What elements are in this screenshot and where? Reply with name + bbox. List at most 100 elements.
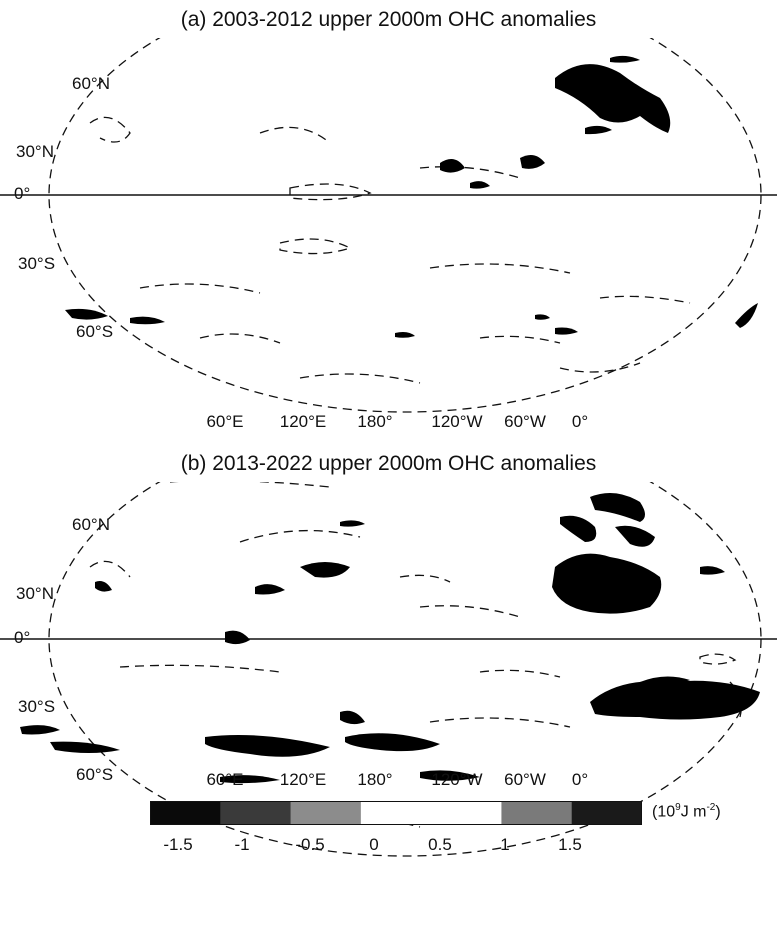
colorbar-segment bbox=[571, 801, 642, 825]
unit-mid: J m bbox=[680, 803, 707, 821]
colorbar-tick: 0 bbox=[369, 835, 379, 854]
coast-contour bbox=[199, 333, 281, 344]
anomaly-patch bbox=[345, 733, 440, 752]
coast-contour bbox=[259, 126, 331, 144]
coast-contour bbox=[279, 238, 352, 255]
coast-contour bbox=[599, 295, 691, 304]
colorbar bbox=[150, 801, 642, 825]
anomaly-patch bbox=[640, 676, 690, 688]
lat-label-30s: 30°S bbox=[18, 697, 56, 716]
lon-label: 60°W bbox=[504, 412, 546, 431]
anomaly-patch bbox=[65, 308, 108, 320]
lon-label: 60°E bbox=[206, 412, 244, 431]
panel-b-lon-labels: 60°E 120°E 180° 120°W 60°W 0° bbox=[0, 770, 777, 792]
lat-label-60s: 60°S bbox=[76, 322, 114, 341]
lon-label: 60°W bbox=[504, 770, 546, 789]
lat-label-60s: 60°S bbox=[76, 765, 114, 784]
anomaly-patch bbox=[300, 562, 350, 578]
anomaly-patch bbox=[735, 303, 758, 328]
coast-contour bbox=[399, 574, 451, 583]
coast-contour bbox=[429, 263, 571, 274]
colorbar-segment bbox=[220, 801, 292, 825]
unit-base: (10 bbox=[652, 803, 676, 821]
anomaly-patch bbox=[615, 525, 655, 547]
anomaly-patch bbox=[205, 734, 330, 757]
anomaly-patch bbox=[225, 630, 250, 645]
anomaly-patch bbox=[560, 515, 597, 542]
colorbar-unit: (109J m-2) bbox=[652, 802, 721, 821]
lon-label: 120°E bbox=[279, 412, 327, 431]
lat-label-30n: 30°N bbox=[16, 584, 54, 603]
anomaly-patch bbox=[535, 314, 550, 320]
unit-exponent-2: -2 bbox=[706, 802, 716, 813]
anomaly-patch bbox=[220, 775, 280, 784]
lat-label-60n: 60°N bbox=[72, 74, 110, 93]
panel-b-map bbox=[0, 482, 777, 857]
anomaly-patch bbox=[440, 159, 465, 173]
anomaly-patch bbox=[555, 327, 578, 335]
lon-label: 0° bbox=[571, 412, 589, 431]
coast-contour bbox=[289, 183, 372, 201]
lon-label: 120°W bbox=[431, 412, 483, 431]
panel-a-map bbox=[0, 38, 777, 413]
coast-contour bbox=[429, 717, 571, 728]
unit-end: ) bbox=[715, 803, 721, 821]
anomaly-patch bbox=[520, 154, 545, 169]
anomaly-patch bbox=[340, 710, 365, 725]
anomaly-patch bbox=[130, 316, 165, 325]
coast-contour bbox=[299, 373, 421, 384]
lat-label-eq: 0° bbox=[14, 184, 31, 203]
anomaly-patch bbox=[700, 566, 725, 575]
coast-contour bbox=[559, 362, 641, 373]
coast-contour bbox=[419, 605, 521, 618]
anomaly-patch bbox=[420, 770, 480, 781]
anomaly-patch bbox=[395, 332, 415, 338]
colorbar-tick: 0.5 bbox=[428, 835, 452, 854]
coast-contour bbox=[479, 669, 561, 678]
anomaly-patch bbox=[340, 520, 365, 527]
coast-contour bbox=[89, 560, 131, 578]
colorbar-segment bbox=[290, 801, 362, 825]
lat-label-30s: 30°S bbox=[18, 254, 56, 273]
panel-a-title: (a) 2003-2012 upper 2000m OHC anomalies bbox=[180, 8, 597, 31]
lat-label-60n: 60°N bbox=[72, 515, 110, 534]
anomaly-patch bbox=[255, 584, 285, 595]
coast-contour bbox=[419, 166, 521, 179]
coast-contour bbox=[139, 283, 261, 294]
coast-contour bbox=[119, 664, 281, 673]
anomaly-patch bbox=[95, 581, 112, 592]
coast-contour bbox=[89, 116, 131, 143]
colorbar-segment bbox=[501, 801, 573, 825]
panel-b-title: (b) 2013-2022 upper 2000m OHC anomalies bbox=[180, 452, 597, 475]
coast-contour bbox=[170, 482, 331, 488]
panel-a-lon-labels: 60°E 120°E 180° 120°W 60°W 0° bbox=[0, 412, 777, 434]
coast-contour bbox=[699, 653, 737, 665]
lon-label: 60°E bbox=[206, 770, 244, 789]
anomaly-patch bbox=[20, 725, 60, 735]
colorbar-segment bbox=[431, 801, 502, 825]
lon-label: 120°W bbox=[431, 770, 483, 789]
lon-label: 180° bbox=[357, 412, 393, 431]
anomaly-patch bbox=[470, 181, 490, 189]
lon-label: 0° bbox=[571, 770, 589, 789]
colorbar-tick: -0.5 bbox=[295, 835, 325, 854]
colorbar-segment bbox=[150, 801, 221, 825]
anomaly-patch bbox=[552, 553, 662, 614]
coast-contour bbox=[239, 529, 361, 543]
colorbar-tick: 1 bbox=[500, 835, 510, 854]
lat-label-eq: 0° bbox=[14, 628, 31, 647]
colorbar-tick: -1.5 bbox=[163, 835, 193, 854]
colorbar-tick: 1.5 bbox=[558, 835, 582, 854]
anomaly-patch bbox=[555, 64, 671, 133]
colorbar-segment bbox=[360, 801, 432, 825]
coast-contour bbox=[479, 335, 561, 344]
lon-label: 180° bbox=[357, 770, 393, 789]
colorbar-tick: -1 bbox=[234, 835, 250, 854]
anomaly-patch bbox=[590, 493, 645, 522]
map-outline bbox=[48, 38, 762, 413]
lat-label-30n: 30°N bbox=[16, 142, 54, 161]
anomaly-patch bbox=[610, 55, 640, 63]
unit-exponent: 9 bbox=[675, 802, 681, 813]
anomaly-patch bbox=[585, 125, 612, 135]
anomaly-patch bbox=[590, 680, 760, 720]
